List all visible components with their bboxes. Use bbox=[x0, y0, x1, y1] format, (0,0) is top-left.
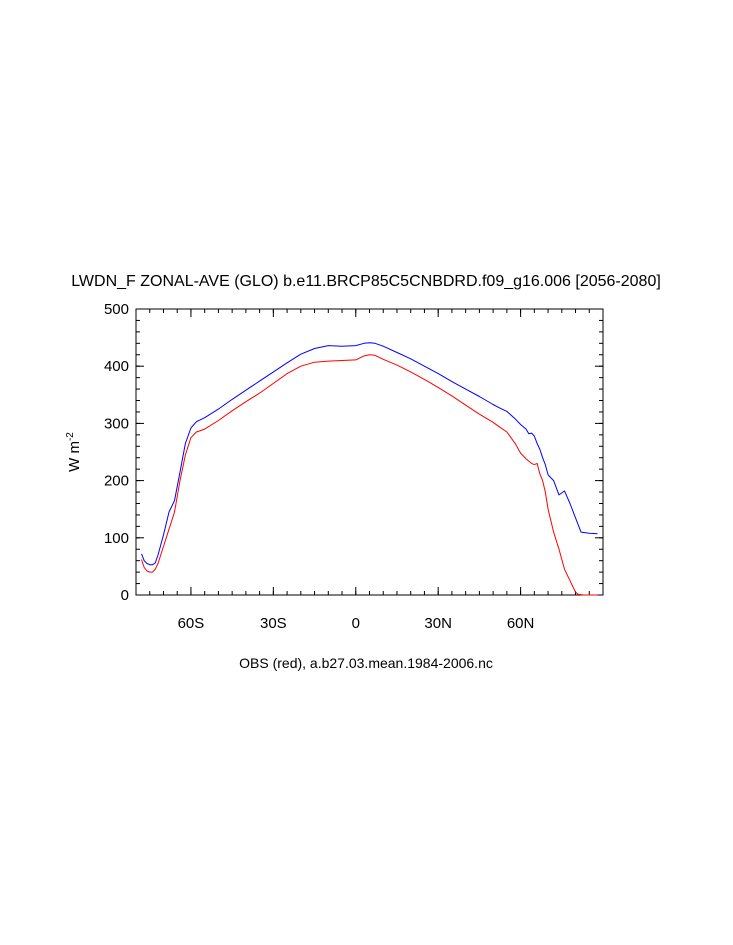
data-series bbox=[141, 342, 598, 596]
y-tick-label: 0 bbox=[121, 587, 129, 604]
series-line-obs bbox=[141, 354, 598, 596]
x-tick-label: 60N bbox=[507, 615, 535, 632]
y-tick-label: 400 bbox=[104, 358, 129, 375]
axes: 0 100 200 300 400 500 60S 30S 0 30N 60N bbox=[104, 301, 604, 632]
y-axis-label-exponent: -2 bbox=[65, 432, 76, 441]
x-tick-label: 30S bbox=[260, 615, 287, 632]
y-tick-label: 300 bbox=[104, 415, 129, 432]
series-line-model bbox=[141, 342, 598, 566]
x-tick-label: 30N bbox=[424, 615, 452, 632]
x-tick-label: 60S bbox=[178, 615, 205, 632]
plot-frame bbox=[135, 308, 604, 596]
y-tick-label: 500 bbox=[104, 301, 129, 318]
y-tick-label: 100 bbox=[104, 530, 129, 547]
y-tick-label: 200 bbox=[104, 473, 129, 490]
x-tick-label: 0 bbox=[352, 615, 360, 632]
x-axis-footnote: OBS (red), a.b27.03.mean.1984-2006.nc bbox=[239, 655, 493, 671]
chart-title: LWDN_F ZONAL-AVE (GLO) b.e11.BRCP85C5CNB… bbox=[71, 273, 661, 290]
y-axis-label-units: W m bbox=[66, 441, 83, 472]
y-axis-label: W m-2 bbox=[65, 432, 83, 472]
